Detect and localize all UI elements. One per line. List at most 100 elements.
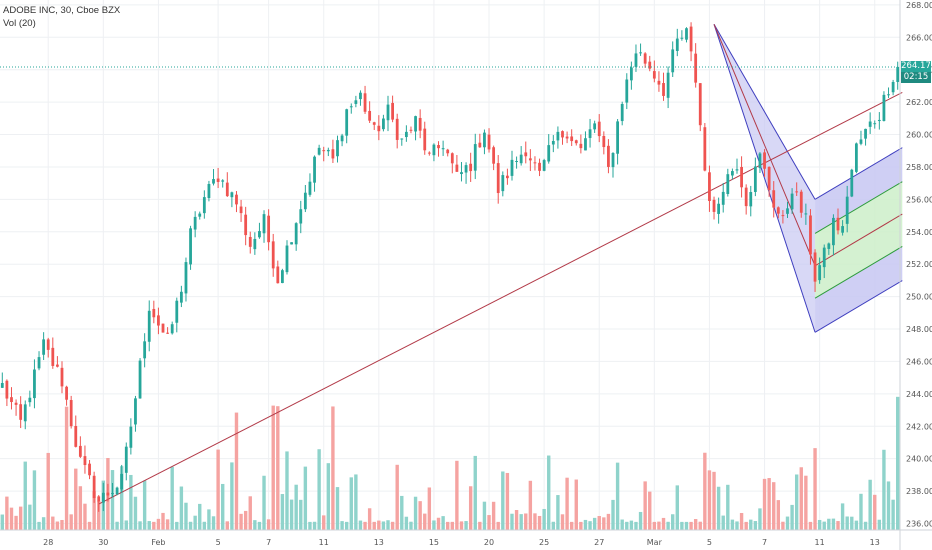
candle-body [138, 360, 142, 399]
candle-body [166, 332, 169, 334]
candle-body [854, 143, 858, 172]
y-tick-label: 252.00 [906, 260, 932, 269]
volume-bar [491, 501, 496, 530]
volume-bar [606, 513, 611, 530]
candle-body [868, 121, 872, 127]
volume-bar [0, 514, 4, 530]
volume-bar [340, 521, 344, 530]
candle-body [542, 160, 546, 171]
volume-bar [450, 521, 454, 530]
candle-body [873, 123, 877, 125]
candle-body [262, 214, 266, 234]
candle-body [134, 398, 137, 425]
volume-bar [556, 495, 560, 530]
y-tick-label: 242.00 [906, 422, 932, 431]
volume-bar [239, 513, 243, 530]
candle-body [276, 266, 280, 284]
volume-bar [32, 470, 37, 530]
candle-body [147, 310, 151, 342]
candle-body [864, 128, 867, 139]
candle-body [235, 194, 238, 205]
volume-bar [565, 477, 569, 530]
volume-bar [409, 521, 413, 530]
trend-line-layer [98, 91, 903, 505]
y-tick-label: 244.00 [906, 390, 932, 399]
candle-body [377, 125, 381, 132]
volume-bar [404, 516, 409, 530]
pitchfork-handle-median [713, 24, 816, 267]
candle-body [538, 162, 541, 171]
candle-body [97, 496, 101, 502]
y-tick-label: 256.00 [906, 195, 932, 204]
volume-bar [620, 519, 624, 530]
volume-bar [115, 521, 119, 530]
candle-body [795, 191, 799, 193]
candle-body [363, 93, 367, 112]
candle-body [51, 347, 55, 366]
candle-body [689, 26, 693, 52]
volume-bar [147, 521, 151, 530]
volume-bar [726, 484, 730, 530]
candle-body [460, 172, 463, 175]
candle-body [813, 252, 817, 282]
volume-bar [87, 521, 92, 530]
volume-bar [234, 412, 239, 530]
candle-body [225, 182, 229, 197]
volume-bar [41, 517, 46, 530]
candle-body [712, 199, 716, 212]
candle-body [726, 174, 730, 194]
volume-bar [854, 520, 859, 530]
volume-bar [289, 499, 294, 530]
candle-body [290, 242, 293, 245]
candle-body [33, 369, 36, 399]
volume-bar [308, 521, 312, 530]
candle-body [841, 226, 844, 233]
candle-body [124, 446, 128, 473]
candle-body [882, 94, 886, 121]
candle-body [506, 175, 509, 179]
volume-bar [863, 521, 868, 530]
candle-body [65, 386, 68, 400]
candle-body [230, 192, 234, 198]
candle-body [308, 181, 312, 195]
volume-bar [266, 519, 271, 530]
candle-body [111, 493, 114, 495]
candle-body [579, 143, 583, 149]
last-price-value: 264.17 [901, 60, 931, 71]
candle-body [597, 121, 601, 137]
candle-body [193, 216, 197, 230]
candle-body [409, 129, 413, 131]
candle-body [244, 214, 248, 236]
volume-bar [413, 496, 418, 530]
candle-body [648, 61, 652, 69]
candle-body [92, 475, 96, 499]
volume-bar [813, 448, 817, 530]
candle-body [487, 134, 491, 150]
candle-body [294, 223, 298, 245]
x-tick-label: 11 [815, 538, 825, 547]
volume-bar [827, 518, 831, 530]
candle-body [740, 166, 743, 188]
candle-body [781, 215, 785, 217]
candle-body [322, 150, 326, 152]
candle-body [331, 149, 335, 159]
candle-body [675, 38, 679, 51]
volume-indicator-label[interactable]: Vol (20) [3, 18, 36, 29]
x-tick-label: 7 [266, 538, 271, 547]
symbol-title[interactable]: ADOBE INC, 30, Cboe BZX [3, 5, 121, 16]
candle-body [767, 166, 771, 191]
x-tick-label: 7 [762, 538, 767, 547]
volume-bar [69, 514, 73, 530]
candle-body [822, 247, 826, 268]
volume-bar [482, 501, 487, 530]
candle-body [809, 215, 812, 255]
volume-bar [165, 519, 170, 530]
candle-body [69, 400, 73, 427]
pitchfork-upper-outer [814, 147, 903, 200]
candle-body [207, 183, 211, 198]
candle-body [404, 131, 408, 138]
candle-body [721, 191, 725, 205]
candle-body [836, 217, 840, 231]
candlesticks [0, 22, 900, 512]
